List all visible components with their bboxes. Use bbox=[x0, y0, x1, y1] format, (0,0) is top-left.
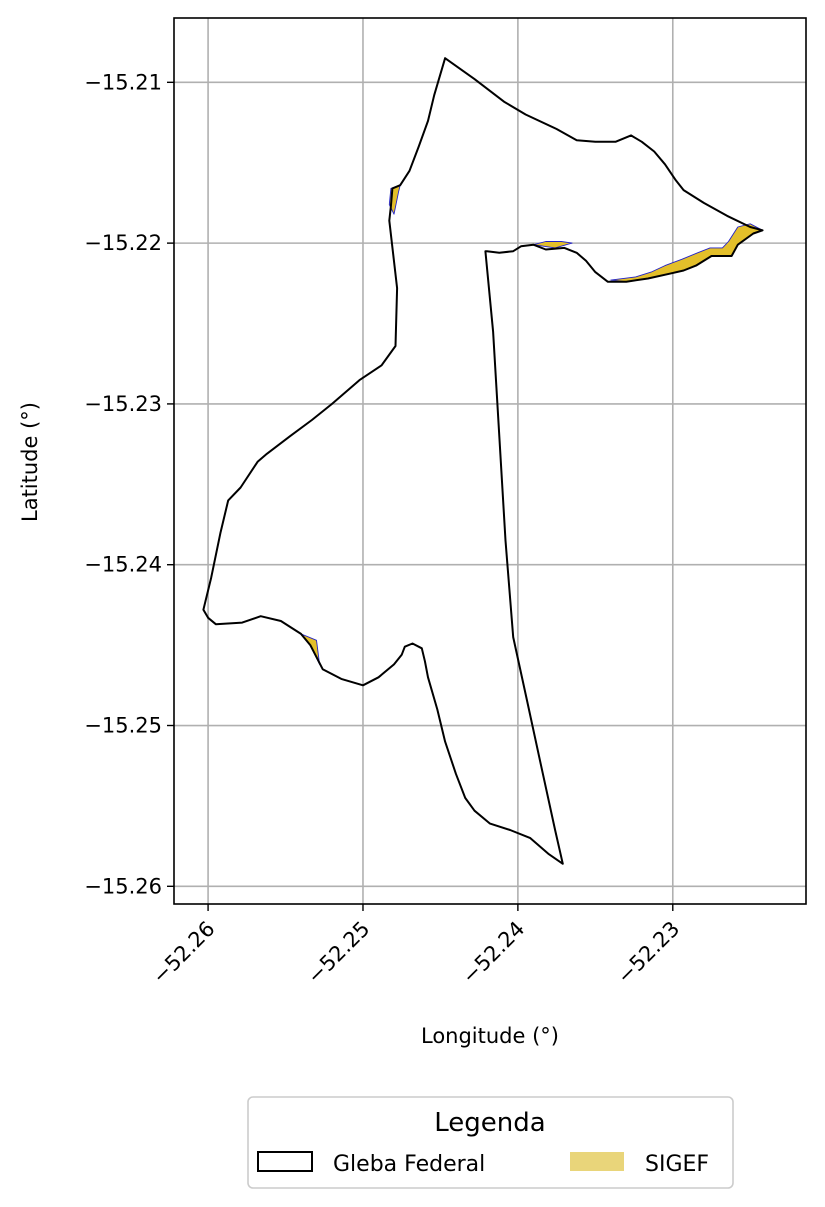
legend-swatch-sigef bbox=[570, 1152, 624, 1171]
legend-label-sigef: SIGEF bbox=[645, 1152, 709, 1177]
y-tick-label: −15.23 bbox=[84, 392, 162, 416]
y-tick-label: −15.26 bbox=[84, 874, 162, 898]
y-axis-title: Latitude (°) bbox=[18, 402, 42, 522]
plot-frame bbox=[173, 17, 807, 905]
map-area bbox=[202, 57, 764, 865]
y-tick-label: −15.25 bbox=[84, 714, 162, 738]
legend-swatch-gleba-federal bbox=[257, 1151, 313, 1172]
x-axis-title: Longitude (°) bbox=[421, 1024, 559, 1048]
y-tick-label: −15.22 bbox=[84, 231, 162, 255]
sigef-layer bbox=[300, 184, 764, 665]
gleba-federal-boundary bbox=[202, 57, 764, 865]
y-tick-label: −15.21 bbox=[84, 70, 162, 94]
legend-label-gleba-federal: Gleba Federal bbox=[333, 1152, 485, 1177]
gleba-federal-layer bbox=[202, 57, 764, 865]
grid bbox=[174, 18, 806, 904]
sigef-parcel bbox=[532, 241, 573, 249]
legend-title: Legenda bbox=[434, 1108, 545, 1138]
y-axis: −15.21 −15.22 −15.23 −15.24 −15.25 −15.26 bbox=[84, 70, 174, 898]
legend: Legenda Gleba Federal SIGEF bbox=[247, 1096, 734, 1189]
y-tick-label: −15.24 bbox=[84, 553, 162, 577]
